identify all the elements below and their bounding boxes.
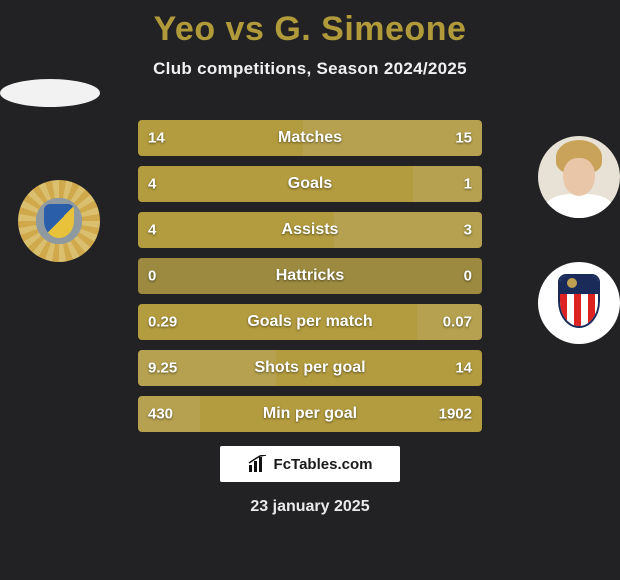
comparison-infographic: Yeo vs G. Simeone Club competitions, Sea… bbox=[0, 0, 620, 580]
stats-table: Matches1415 Goals41 Assists43 Hattricks00 Go… bbox=[138, 120, 482, 442]
bar-chart-icon bbox=[248, 455, 268, 473]
player-right-name: G. Simeone bbox=[274, 10, 466, 48]
stat-bar-left bbox=[138, 350, 276, 386]
player-left-avatar bbox=[0, 79, 100, 107]
stat-row: Assists43 bbox=[138, 212, 482, 248]
club-crest-right-icon bbox=[538, 262, 620, 344]
branding-badge: FcTables.com bbox=[220, 446, 400, 482]
stat-bar-right bbox=[334, 212, 482, 248]
stat-bar-right bbox=[413, 166, 482, 202]
stat-bar-right bbox=[310, 258, 482, 294]
stat-bar-right bbox=[200, 396, 482, 432]
subtitle: Club competitions, Season 2024/2025 bbox=[0, 59, 620, 79]
stat-bar-left bbox=[138, 212, 334, 248]
stat-row: Min per goal4301902 bbox=[138, 396, 482, 432]
stat-bar-right bbox=[417, 304, 482, 340]
stat-row: Goals41 bbox=[138, 166, 482, 202]
stat-bar-left bbox=[138, 166, 413, 202]
page-title: Yeo vs G. Simeone bbox=[0, 0, 620, 49]
stat-row: Goals per match0.290.07 bbox=[138, 304, 482, 340]
stat-bar-left bbox=[138, 120, 303, 156]
player-right-avatar bbox=[538, 136, 620, 218]
stat-bar-left bbox=[138, 396, 200, 432]
stat-bar-left bbox=[138, 304, 417, 340]
stat-row: Matches1415 bbox=[138, 120, 482, 156]
stat-row: Shots per goal9.2514 bbox=[138, 350, 482, 386]
club-crest-left-icon bbox=[18, 180, 100, 262]
stat-row: Hattricks00 bbox=[138, 258, 482, 294]
stat-bar-left bbox=[138, 258, 310, 294]
player-left-name: Yeo bbox=[154, 10, 216, 48]
stat-bar-right bbox=[276, 350, 482, 386]
stat-bar-right bbox=[303, 120, 482, 156]
branding-text: FcTables.com bbox=[274, 456, 373, 473]
footer-date: 23 january 2025 bbox=[0, 498, 620, 516]
vs-separator: vs bbox=[226, 10, 265, 48]
